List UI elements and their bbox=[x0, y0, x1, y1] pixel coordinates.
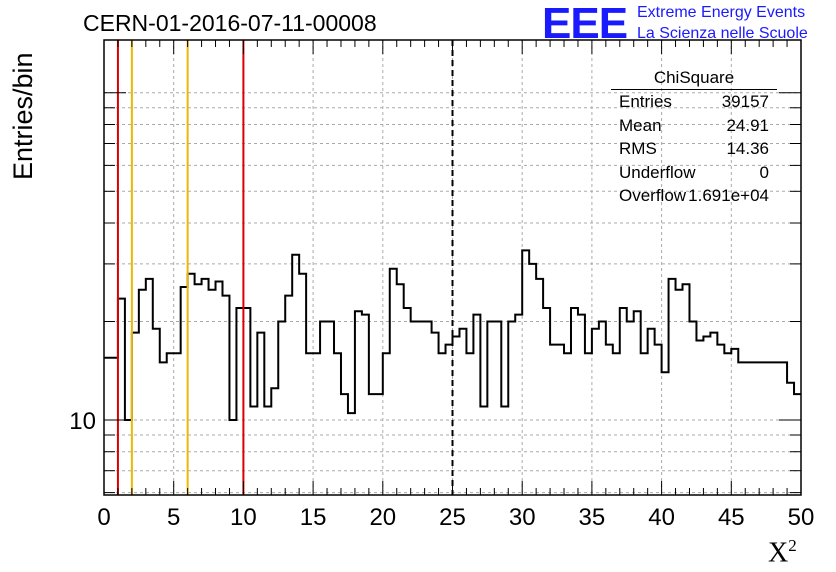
x-tick-label: 50 bbox=[788, 504, 815, 531]
logo-subtitle-line1: Extreme Energy Events bbox=[637, 4, 806, 21]
x-tick-label: 10 bbox=[230, 504, 257, 531]
stats-row-overflow: Overflow 1.691e+04 bbox=[611, 184, 777, 208]
y-axis-label: Entries/bin bbox=[8, 52, 38, 180]
stats-row-underflow: Underflow 0 bbox=[611, 161, 777, 185]
x-tick-label: 25 bbox=[439, 504, 466, 531]
x-tick-label: 20 bbox=[369, 504, 396, 531]
x-tick-label: 30 bbox=[509, 504, 536, 531]
stats-label: Entries bbox=[619, 92, 672, 111]
stats-label: RMS bbox=[619, 139, 657, 158]
stats-value: 0 bbox=[759, 162, 769, 182]
x-axis-label-sup: 2 bbox=[788, 536, 797, 555]
eee-logo: EEE bbox=[542, 0, 628, 48]
x-axis-label: X2 bbox=[768, 536, 797, 569]
x-tick-label: 0 bbox=[97, 504, 110, 531]
x-tick-label: 15 bbox=[300, 504, 327, 531]
stats-box: ChiSquare Entries 39157 Mean 24.91 RMS 14.3… bbox=[611, 67, 777, 208]
stats-value: 14.36 bbox=[726, 139, 769, 158]
stats-value: 24.91 bbox=[726, 115, 769, 135]
chart-title: CERN-01-2016-07-11-00008 bbox=[83, 10, 377, 36]
x-tick-label: 40 bbox=[648, 504, 675, 531]
x-tick-label: 35 bbox=[579, 504, 606, 531]
x-tick-label: 5 bbox=[167, 504, 180, 531]
stats-label: Mean bbox=[619, 115, 662, 135]
stats-row-entries: Entries 39157 bbox=[611, 90, 777, 114]
stats-title: ChiSquare bbox=[611, 67, 777, 90]
logo-subtitle-line2: La Scienza nelle Scuole bbox=[637, 25, 808, 42]
stats-value: 1.691e+04 bbox=[688, 186, 769, 205]
stats-label: Underflow bbox=[619, 162, 696, 182]
x-axis-label-base: X bbox=[768, 537, 789, 569]
x-tick-label: 45 bbox=[718, 504, 745, 531]
stats-value: 39157 bbox=[721, 92, 769, 111]
stats-label: Overflow bbox=[619, 186, 687, 205]
stats-row-mean: Mean 24.91 bbox=[611, 114, 777, 138]
stats-row-rms: RMS 14.36 bbox=[611, 137, 777, 161]
y-tick-label: 10 bbox=[69, 408, 96, 435]
